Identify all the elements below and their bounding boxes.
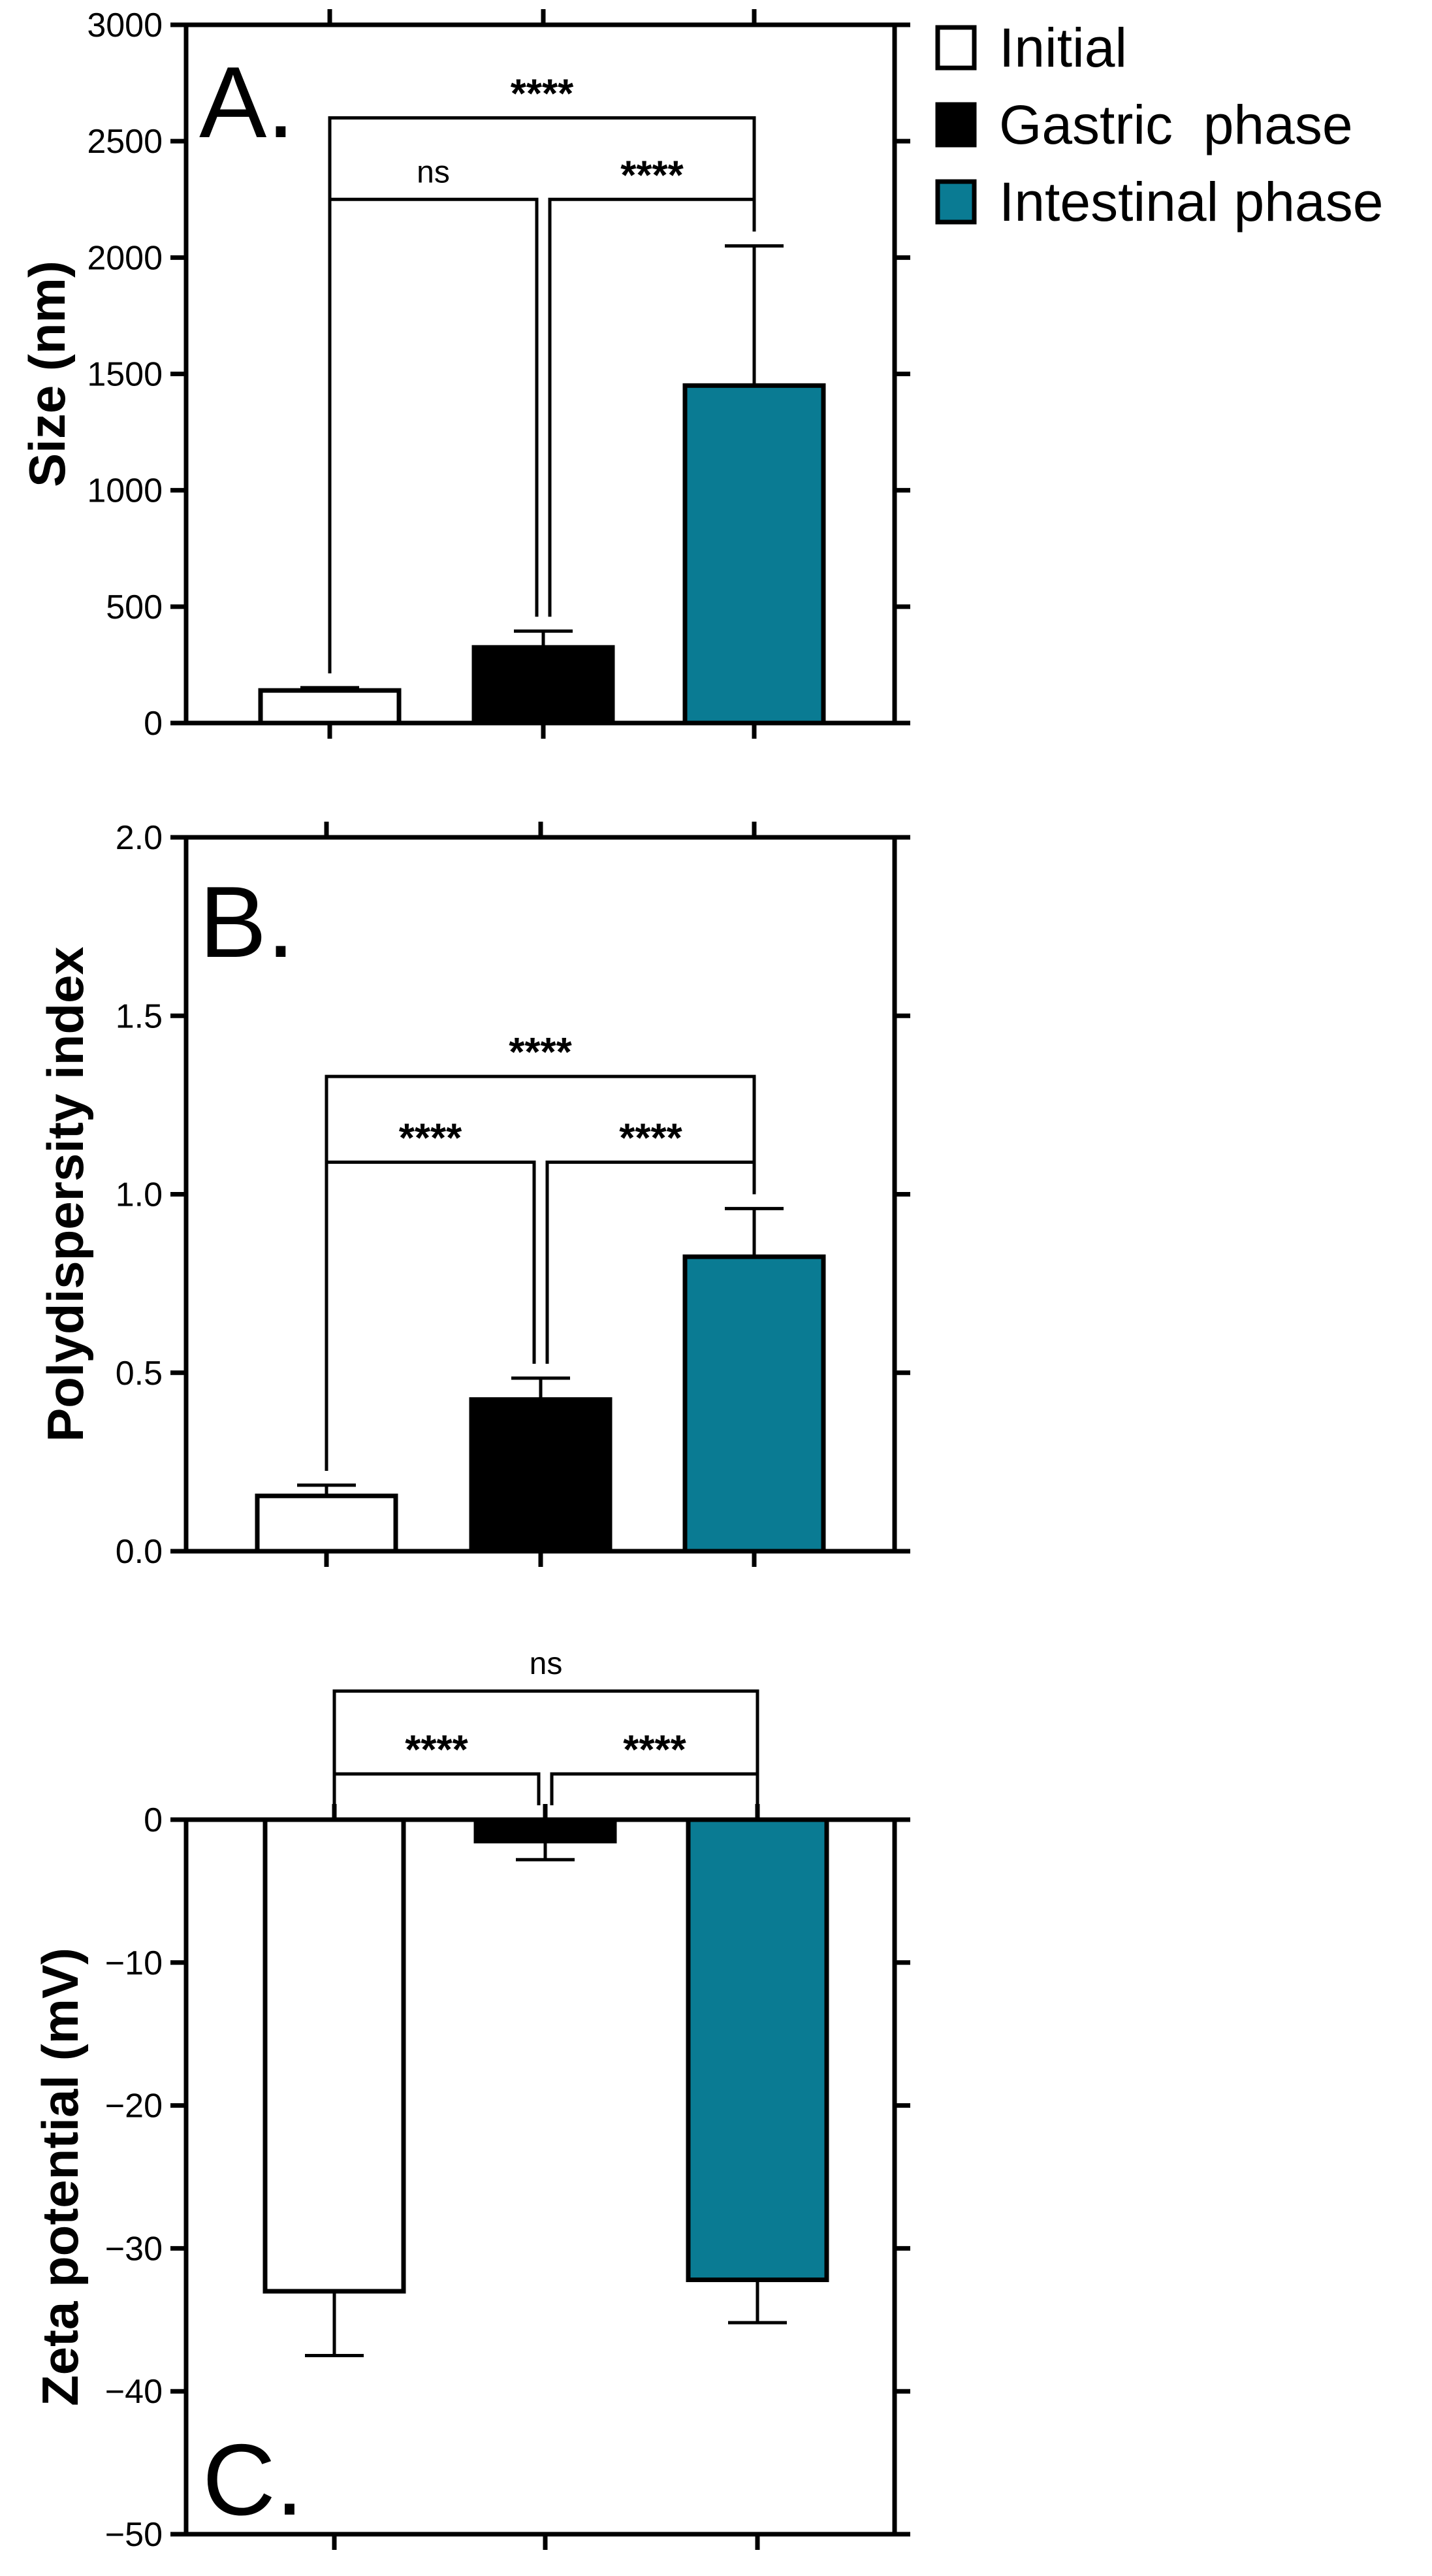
significance-label: **** <box>511 72 574 117</box>
y-tick-label: 0 <box>144 705 163 743</box>
panel-letter: A. <box>199 46 294 159</box>
significance-bracket <box>332 1689 759 1805</box>
y-tick-label: 1500 <box>87 356 163 394</box>
y-tick-label: −10 <box>105 1944 163 1982</box>
significance-label: ns <box>530 1647 563 1681</box>
bar-gastric <box>471 645 615 726</box>
bar-intestinal <box>686 1817 829 2283</box>
y-axis-label: Polydispersity index <box>37 946 94 1442</box>
significance-label: **** <box>620 153 684 198</box>
panel-letter: B. <box>199 865 294 978</box>
y-tick-label: 2.0 <box>116 819 163 857</box>
bar-initial <box>255 1493 398 1554</box>
legend-swatch-intestinal <box>935 179 977 225</box>
significance-bracket <box>328 116 756 673</box>
y-axis-label: Size (nm) <box>18 261 76 487</box>
legend-item-intestinal: Intestinal phase <box>935 171 1383 233</box>
significance-label: **** <box>623 1728 686 1773</box>
y-tick-label: 2000 <box>87 239 163 277</box>
legend-swatch-gastric <box>935 102 977 148</box>
y-tick-label: 0.0 <box>116 1533 163 1571</box>
y-tick-label: −20 <box>105 2087 163 2125</box>
panel-c-zeta-chart: −50 −40 −30 −20 −10 0 Zeta potential (mV) C. ***… <box>31 1647 910 2554</box>
significance-label: **** <box>619 1116 682 1161</box>
significance-label: **** <box>405 1728 468 1773</box>
legend-item-initial: Initial <box>935 17 1127 78</box>
legend-label-initial: Initial <box>999 17 1127 78</box>
y-tick-label: 1.5 <box>116 997 163 1035</box>
y-tick-label: 3000 <box>87 7 163 44</box>
legend-label-gastric: Gastric phase <box>999 94 1353 155</box>
bar-gastric <box>473 1817 617 1844</box>
bar-initial <box>263 1817 406 2294</box>
bar-intestinal <box>682 1254 826 1554</box>
y-tick-label: 1.0 <box>116 1176 163 1214</box>
y-tick-label: −40 <box>105 2373 163 2411</box>
significance-bracket <box>332 1772 541 1805</box>
significance-label: **** <box>509 1030 572 1075</box>
panel-letter: C. <box>202 2423 304 2536</box>
significance-bracket <box>328 197 539 673</box>
significance-bracket <box>550 1772 759 1805</box>
bar-intestinal <box>682 383 826 726</box>
significance-label: **** <box>399 1116 462 1161</box>
significance-bracket <box>325 1074 756 1471</box>
legend-label-intestinal: Intestinal phase <box>999 171 1383 233</box>
y-tick-label: −50 <box>105 2516 163 2554</box>
legend-item-gastric: Gastric phase <box>935 94 1353 155</box>
panel-a-size-chart: 0 500 1000 1500 2000 2500 3000 Size (nm) A. ns ***… <box>18 7 910 743</box>
y-tick-label: 2500 <box>87 123 163 161</box>
panel-b-polydispersity-chart: 0.0 0.5 1.0 1.5 2.0 Polydispersity index B. ***… <box>37 819 910 1571</box>
y-tick-label: 500 <box>106 588 163 626</box>
bar-initial <box>258 688 402 726</box>
y-tick-label: 0 <box>144 1801 163 1839</box>
y-tick-label: 1000 <box>87 472 163 510</box>
y-tick-label: −30 <box>105 2230 163 2268</box>
y-tick-label: 0.5 <box>116 1355 163 1393</box>
significance-label: ns <box>417 155 450 189</box>
legend: Initial Gastric phase Intestinal phase <box>935 17 1383 233</box>
legend-swatch-initial <box>935 25 977 71</box>
bar-gastric <box>469 1397 613 1554</box>
y-axis-label: Zeta potential (mV) <box>31 1948 89 2406</box>
